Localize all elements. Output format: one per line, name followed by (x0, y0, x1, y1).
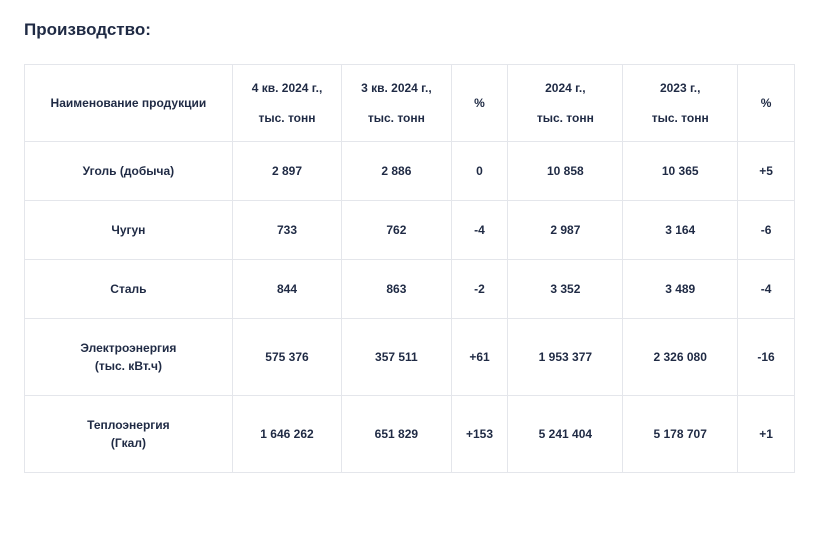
cell-pct1: -2 (451, 260, 508, 319)
col-unit-q3: тыс. тонн (342, 103, 451, 142)
cell-pct2: -16 (738, 319, 795, 396)
cell-q4: 844 (232, 260, 341, 319)
col-unit-q4: тыс. тонн (232, 103, 341, 142)
cell-y2024: 5 241 404 (508, 396, 623, 473)
cell-name: Чугун (25, 201, 233, 260)
cell-name: Теплоэнергия (Гкал) (25, 396, 233, 473)
cell-pct2: -6 (738, 201, 795, 260)
col-unit-y2024: тыс. тонн (508, 103, 623, 142)
cell-q4: 2 897 (232, 142, 341, 201)
cell-name-main: Уголь (добыча) (83, 164, 174, 178)
cell-name-main: Электроэнергия (80, 341, 176, 355)
cell-pct1: +61 (451, 319, 508, 396)
cell-q3: 651 829 (342, 396, 451, 473)
table-row: Теплоэнергия(Гкал)1 646 262651 829+1535 … (25, 396, 795, 473)
cell-y2023: 2 326 080 (623, 319, 738, 396)
cell-q4: 575 376 (232, 319, 341, 396)
cell-name-main: Чугун (111, 223, 145, 237)
table-row: Электроэнергия (тыс. кВт.ч) 575 376357 511… (25, 319, 795, 396)
cell-pct2: -4 (738, 260, 795, 319)
cell-name-main: Сталь (110, 282, 146, 296)
col-header-pct2: % (738, 65, 795, 142)
cell-y2024: 2 987 (508, 201, 623, 260)
cell-q3: 357 511 (342, 319, 451, 396)
col-header-y2023: 2023 г., (623, 65, 738, 104)
col-header-q3: 3 кв. 2024 г., (342, 65, 451, 104)
cell-name-sub: (Гкал) (31, 436, 226, 450)
cell-y2024: 10 858 (508, 142, 623, 201)
cell-name-main: Теплоэнергия (87, 418, 170, 432)
cell-name: Сталь (25, 260, 233, 319)
cell-q3: 863 (342, 260, 451, 319)
cell-name-sub: (тыс. кВт.ч) (31, 359, 226, 373)
cell-q4: 733 (232, 201, 341, 260)
col-header-q4: 4 кв. 2024 г., (232, 65, 341, 104)
cell-q4: 1 646 262 (232, 396, 341, 473)
production-table: Наименование продукции 4 кв. 2024 г., 3 … (24, 64, 795, 473)
cell-q3: 2 886 (342, 142, 451, 201)
cell-pct1: 0 (451, 142, 508, 201)
cell-y2023: 3 164 (623, 201, 738, 260)
cell-pct2: +5 (738, 142, 795, 201)
cell-y2024: 3 352 (508, 260, 623, 319)
table-row: Сталь 844863-23 3523 489-4 (25, 260, 795, 319)
cell-pct1: +153 (451, 396, 508, 473)
table-body: Уголь (добыча)2 8972 886010 85810 365+5Ч… (25, 142, 795, 473)
col-header-y2024: 2024 г., (508, 65, 623, 104)
cell-y2023: 3 489 (623, 260, 738, 319)
col-header-name: Наименование продукции (25, 65, 233, 142)
page-title: Производство: (24, 20, 795, 40)
table-row: Чугун 733762-42 9873 164-6 (25, 201, 795, 260)
col-header-pct1: % (451, 65, 508, 142)
cell-pct1: -4 (451, 201, 508, 260)
col-unit-y2023: тыс. тонн (623, 103, 738, 142)
table-row: Уголь (добыча) 2 8972 886010 85810 365+5 (25, 142, 795, 201)
cell-y2023: 5 178 707 (623, 396, 738, 473)
cell-y2023: 10 365 (623, 142, 738, 201)
cell-pct2: +1 (738, 396, 795, 473)
cell-q3: 762 (342, 201, 451, 260)
cell-name: Электроэнергия (тыс. кВт.ч) (25, 319, 233, 396)
cell-name: Уголь (добыча) (25, 142, 233, 201)
cell-y2024: 1 953 377 (508, 319, 623, 396)
